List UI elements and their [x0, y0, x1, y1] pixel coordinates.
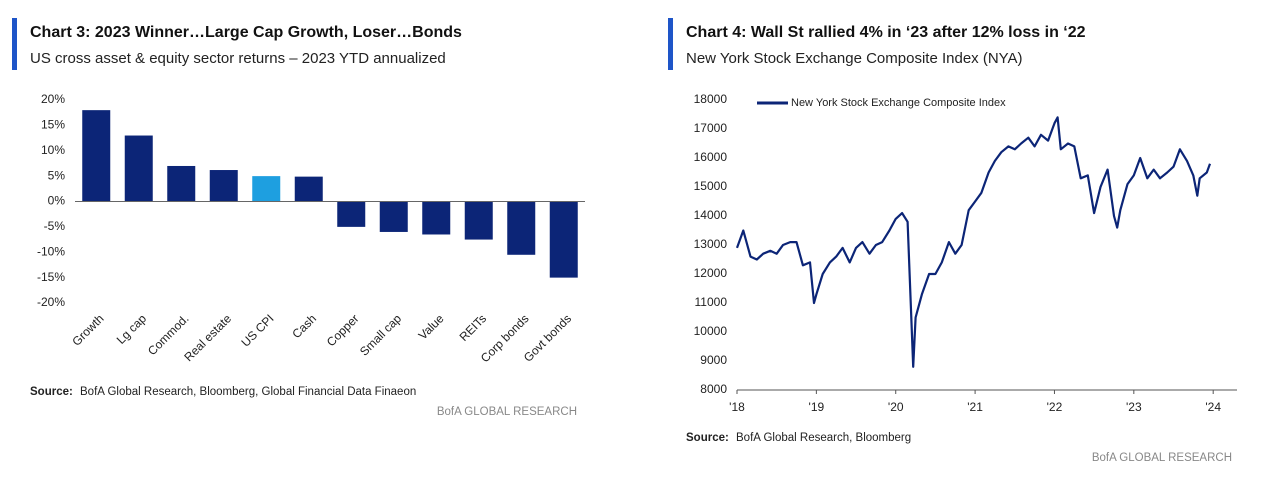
- x-tick-label: Small cap: [357, 311, 404, 358]
- y-tick-label: -10%: [37, 244, 65, 258]
- y-tick-label: 14000: [694, 208, 728, 222]
- bar: [422, 201, 451, 235]
- y-tick-label: 12000: [694, 266, 728, 280]
- header-bar: [12, 18, 17, 70]
- source: BofA Global Research, Bloomberg, Global …: [80, 386, 416, 398]
- y-tick-label: 10%: [41, 143, 65, 157]
- y-tick-label: -15%: [37, 270, 65, 284]
- bar: [167, 165, 196, 202]
- footer: BofA GLOBAL RESEARCH: [437, 406, 577, 418]
- series-line: [735, 116, 1212, 368]
- chart-title: Chart 4: Wall St rallied 4% in ‘23 after…: [686, 24, 1086, 41]
- x-tick-label: REITs: [457, 311, 490, 344]
- footer: BofA GLOBAL RESEARCH: [1092, 452, 1232, 464]
- source: BofA Global Research, Bloomberg: [736, 432, 911, 444]
- y-tick-label: 20%: [41, 92, 65, 106]
- x-tick-label: '18: [729, 400, 745, 414]
- x-tick-label: Lg cap: [114, 311, 150, 347]
- y-tick-label: 15%: [41, 118, 65, 132]
- x-tick-label: '22: [1047, 400, 1063, 414]
- y-tick-label: 18000: [694, 92, 728, 106]
- bar: [507, 201, 536, 255]
- bar: [464, 201, 493, 240]
- y-tick-label: 5%: [48, 168, 66, 182]
- bar: [124, 135, 153, 202]
- y-tick-label: 15000: [694, 179, 728, 193]
- x-tick-label: '21: [967, 400, 983, 414]
- bar: [379, 201, 408, 232]
- x-tick-label: '24: [1205, 400, 1221, 414]
- y-tick-label: 17000: [694, 121, 728, 135]
- y-tick-label: 9000: [700, 353, 727, 367]
- y-tick-label: 16000: [694, 150, 728, 164]
- y-tick-label: 13000: [694, 237, 728, 251]
- bar: [82, 110, 111, 202]
- y-tick-label: 0%: [48, 194, 66, 208]
- chart-title: Chart 3: 2023 Winner…Large Cap Growth, L…: [30, 24, 462, 41]
- y-tick-label: -20%: [37, 295, 65, 309]
- x-tick-label: Value: [416, 311, 447, 342]
- bar: [549, 201, 578, 278]
- x-tick-label: '23: [1126, 400, 1142, 414]
- source-label: Source:: [30, 386, 73, 398]
- x-tick-label: Cash: [289, 311, 319, 341]
- y-tick-label: 11000: [695, 295, 728, 309]
- chart-subtitle: New York Stock Exchange Composite Index …: [686, 50, 1023, 67]
- bar: [252, 176, 281, 202]
- y-tick-label: 10000: [694, 324, 728, 338]
- header-bar: [668, 18, 673, 70]
- bar: [337, 201, 366, 227]
- y-tick-label: 8000: [700, 382, 727, 396]
- x-tick-label: '20: [888, 400, 904, 414]
- legend-label: New York Stock Exchange Composite Index: [791, 97, 1006, 109]
- y-tick-label: -5%: [44, 219, 66, 233]
- source-label: Source:: [686, 432, 729, 444]
- x-tick-label: Copper: [324, 311, 362, 349]
- x-tick-label: '19: [809, 400, 825, 414]
- bar: [294, 176, 323, 202]
- x-tick-label: US CPI: [238, 311, 276, 349]
- bar: [209, 170, 238, 202]
- chart-subtitle: US cross asset & equity sector returns –…: [30, 50, 446, 67]
- x-tick-label: Growth: [69, 311, 106, 348]
